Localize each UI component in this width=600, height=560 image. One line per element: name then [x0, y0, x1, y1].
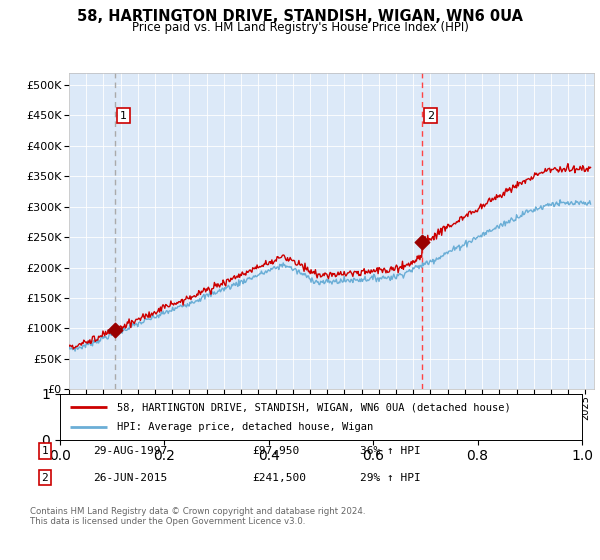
- Text: 2: 2: [41, 473, 49, 483]
- Text: £97,950: £97,950: [252, 446, 299, 456]
- Text: £241,500: £241,500: [252, 473, 306, 483]
- Text: 29% ↑ HPI: 29% ↑ HPI: [360, 473, 421, 483]
- Text: 1: 1: [41, 446, 49, 456]
- Text: Price paid vs. HM Land Registry's House Price Index (HPI): Price paid vs. HM Land Registry's House …: [131, 21, 469, 34]
- Text: HPI: Average price, detached house, Wigan: HPI: Average price, detached house, Wiga…: [118, 422, 374, 432]
- Point: [110, 325, 119, 334]
- Text: 1: 1: [120, 110, 127, 120]
- Text: 58, HARTINGTON DRIVE, STANDISH, WIGAN, WN6 0UA: 58, HARTINGTON DRIVE, STANDISH, WIGAN, W…: [77, 9, 523, 24]
- Text: 26-JUN-2015: 26-JUN-2015: [93, 473, 167, 483]
- Text: 29-AUG-1997: 29-AUG-1997: [93, 446, 167, 456]
- Text: 36% ↑ HPI: 36% ↑ HPI: [360, 446, 421, 456]
- Text: 2: 2: [427, 110, 434, 120]
- Text: Contains HM Land Registry data © Crown copyright and database right 2024.
This d: Contains HM Land Registry data © Crown c…: [30, 507, 365, 526]
- Point: [417, 238, 427, 247]
- Text: 58, HARTINGTON DRIVE, STANDISH, WIGAN, WN6 0UA (detached house): 58, HARTINGTON DRIVE, STANDISH, WIGAN, W…: [118, 403, 511, 413]
